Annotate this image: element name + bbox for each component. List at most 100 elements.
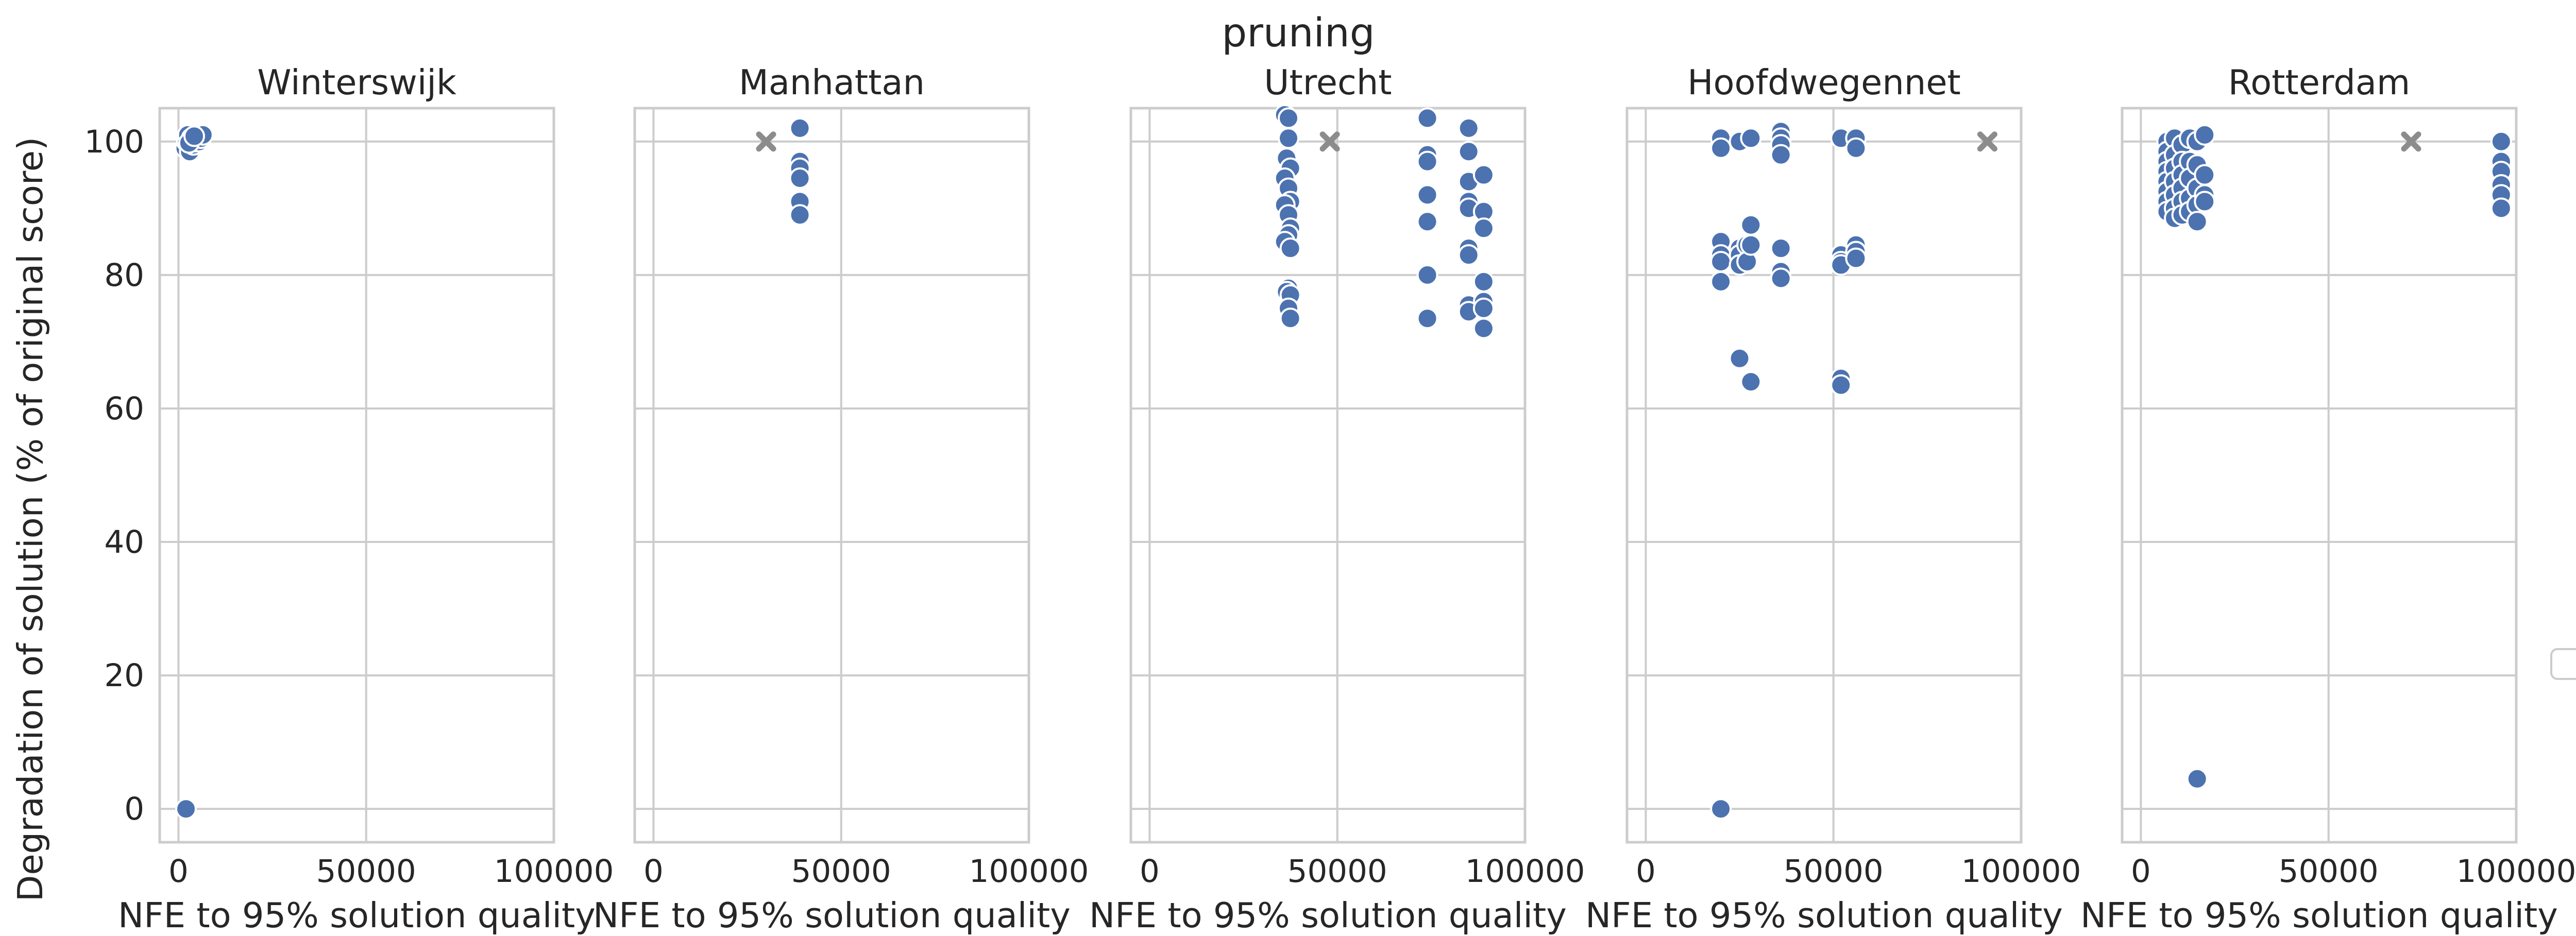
data-point xyxy=(1472,317,1495,339)
data-point xyxy=(1845,137,1867,159)
x-axis-label: NFE to 95% solution quality xyxy=(2080,895,2558,935)
x-tick-label: 50000 xyxy=(2279,853,2379,890)
y-tick-label: 80 xyxy=(104,257,144,294)
data-point xyxy=(1472,217,1495,240)
legend-box xyxy=(2550,648,2576,680)
plot-area xyxy=(1627,108,2021,842)
x-tick-label: 50000 xyxy=(316,853,416,890)
plot-frame xyxy=(1625,107,2023,844)
panel-title: Manhattan xyxy=(739,62,925,103)
reference-marker xyxy=(1319,131,1340,152)
y-axis-label: Degradation of solution (% of original s… xyxy=(10,137,50,902)
data-point xyxy=(2194,191,2216,213)
panel-utrecht: Utrecht 0 50000 100000 NFE to 95% solution q… xyxy=(1089,62,1585,935)
data-point xyxy=(1710,270,1732,293)
data-point xyxy=(1740,127,1762,149)
data-point xyxy=(1458,117,1480,139)
data-point xyxy=(1740,214,1762,236)
reference-marker xyxy=(1977,131,1997,152)
data-point xyxy=(1770,144,1792,166)
data-point xyxy=(1845,247,1867,269)
data-point xyxy=(1278,107,1299,129)
data-point xyxy=(1278,127,1299,149)
data-point xyxy=(1472,164,1495,186)
x-tick-label: 100000 xyxy=(1961,853,2081,890)
data-point xyxy=(1472,297,1495,319)
data-point xyxy=(789,167,811,190)
data-point xyxy=(1416,211,1438,233)
panel-manhattan: Manhattan 0 50000 100000 NFE to 95% solution… xyxy=(593,62,1089,935)
data-point xyxy=(1740,371,1762,393)
panel-title: Utrecht xyxy=(1264,62,1392,103)
y-tick-label: 100 xyxy=(84,124,144,160)
data-point xyxy=(1279,308,1301,330)
data-point xyxy=(789,117,811,139)
data-point xyxy=(1416,308,1438,330)
data-point xyxy=(1710,250,1732,273)
panel-rotterdam: Rotterdam 0 50000 100000 NFE to 95% solution… xyxy=(2080,62,2576,935)
x-axis-label: NFE to 95% solution quality xyxy=(1089,895,1567,935)
plot-area xyxy=(1131,108,1525,842)
data-point xyxy=(1416,184,1438,206)
data-point xyxy=(1458,141,1480,163)
data-point xyxy=(1416,107,1438,129)
panel-title: Winterswijk xyxy=(257,62,456,103)
x-tick-label: 0 xyxy=(168,853,189,890)
data-point xyxy=(1830,374,1852,396)
reference-marker xyxy=(2401,131,2421,152)
panel-winterswijk: Winterswijk 0 50000 100000 NFE to 95% soluti… xyxy=(84,62,614,935)
plot-frame xyxy=(158,107,555,844)
data-point xyxy=(1770,267,1792,290)
data-point xyxy=(2194,164,2216,186)
data-point xyxy=(1728,347,1751,369)
x-tick-label: 0 xyxy=(2131,853,2151,890)
x-tick-label: 100000 xyxy=(1465,853,1585,890)
data-point xyxy=(2186,211,2208,233)
data-point xyxy=(2490,197,2512,219)
plot-area xyxy=(160,108,554,842)
plot-area xyxy=(635,108,1029,842)
data-point xyxy=(1710,137,1732,159)
plot-frame xyxy=(1129,107,1527,844)
x-axis-label: NFE to 95% solution quality xyxy=(118,895,596,935)
x-tick-label: 50000 xyxy=(1784,853,1884,890)
x-tick-label: 0 xyxy=(643,853,664,890)
plot-area xyxy=(2122,108,2516,842)
data-point xyxy=(2186,768,2208,790)
data-point xyxy=(1740,234,1762,256)
x-axis-label: NFE to 95% solution quality xyxy=(593,895,1071,935)
x-tick-label: 0 xyxy=(1140,853,1160,890)
x-tick-label: 50000 xyxy=(1287,853,1387,890)
figure-title: pruning xyxy=(1222,10,1375,56)
data-point xyxy=(1416,150,1438,173)
y-tick-label: 0 xyxy=(124,791,144,827)
panel-title: Hoofdwegennet xyxy=(1687,62,1961,103)
data-point xyxy=(175,798,197,820)
reference-marker xyxy=(756,131,776,152)
data-point xyxy=(1710,798,1732,820)
x-axis-label: NFE to 95% solution quality xyxy=(1585,895,2063,935)
data-point xyxy=(1279,237,1301,260)
plot-frame xyxy=(633,107,1030,844)
y-tick-label: 20 xyxy=(104,657,144,694)
data-point xyxy=(1416,264,1438,286)
data-point xyxy=(1458,244,1480,266)
data-point xyxy=(183,125,206,147)
data-point xyxy=(1472,270,1495,293)
data-point xyxy=(1770,237,1792,260)
x-tick-label: 100000 xyxy=(494,853,614,890)
x-tick-label: 0 xyxy=(1636,853,1656,890)
plot-frame xyxy=(2121,107,2518,844)
y-tick-label: 40 xyxy=(104,524,144,560)
x-tick-label: 100000 xyxy=(2456,853,2576,890)
y-tick-label: 60 xyxy=(104,390,144,427)
data-point xyxy=(789,204,811,226)
x-tick-label: 50000 xyxy=(791,853,891,890)
panel-title: Rotterdam xyxy=(2228,62,2411,103)
x-tick-label: 100000 xyxy=(969,853,1089,890)
panel-hoofdwegennet: Hoofdwegennet 0 50000 100000 NFE to 95% solu… xyxy=(1585,62,2081,935)
data-point xyxy=(2490,130,2512,152)
data-point xyxy=(2194,124,2216,146)
